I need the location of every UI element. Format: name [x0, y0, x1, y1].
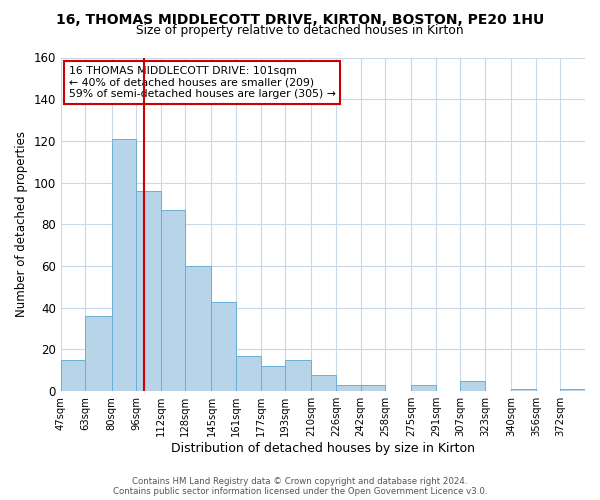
- X-axis label: Distribution of detached houses by size in Kirton: Distribution of detached houses by size …: [171, 442, 475, 455]
- Bar: [411, 385, 436, 391]
- Bar: [136, 191, 161, 391]
- Bar: [85, 316, 112, 391]
- Bar: [460, 381, 485, 391]
- Bar: [112, 139, 136, 391]
- Bar: [236, 356, 260, 391]
- Bar: [336, 385, 361, 391]
- Bar: [311, 374, 336, 391]
- Bar: [560, 389, 585, 391]
- Bar: [211, 302, 236, 391]
- Text: Contains HM Land Registry data © Crown copyright and database right 2024.
Contai: Contains HM Land Registry data © Crown c…: [113, 476, 487, 496]
- Bar: [61, 360, 85, 391]
- Text: Size of property relative to detached houses in Kirton: Size of property relative to detached ho…: [136, 24, 464, 37]
- Bar: [511, 389, 536, 391]
- Bar: [285, 360, 311, 391]
- Text: 16, THOMAS MIDDLECOTT DRIVE, KIRTON, BOSTON, PE20 1HU: 16, THOMAS MIDDLECOTT DRIVE, KIRTON, BOS…: [56, 12, 544, 26]
- Bar: [260, 366, 285, 391]
- Text: 16 THOMAS MIDDLECOTT DRIVE: 101sqm
← 40% of detached houses are smaller (209)
59: 16 THOMAS MIDDLECOTT DRIVE: 101sqm ← 40%…: [68, 66, 335, 99]
- Bar: [161, 210, 185, 391]
- Y-axis label: Number of detached properties: Number of detached properties: [15, 132, 28, 318]
- Bar: [361, 385, 385, 391]
- Bar: [185, 266, 211, 391]
